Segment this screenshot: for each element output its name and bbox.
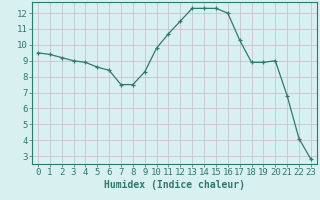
X-axis label: Humidex (Indice chaleur): Humidex (Indice chaleur)	[104, 180, 245, 190]
